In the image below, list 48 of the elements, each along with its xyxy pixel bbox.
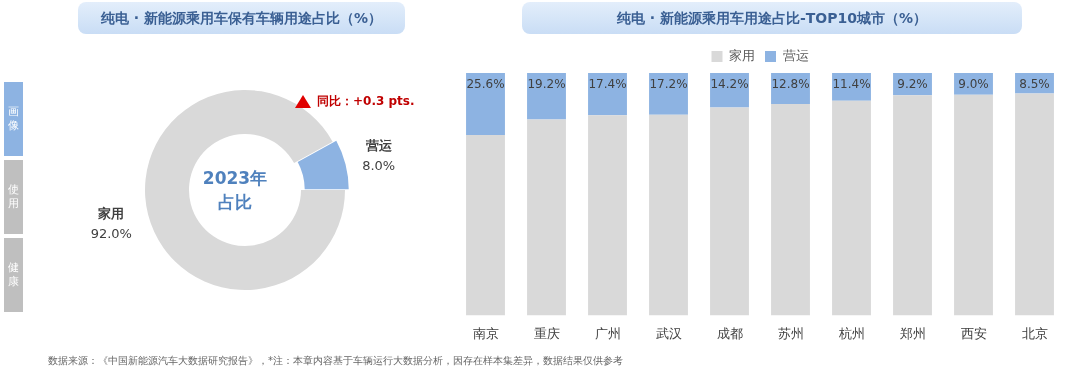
bar — [832, 100, 871, 316]
bar — [466, 73, 505, 136]
data-label: 11.4% — [832, 77, 871, 92]
data-label: 17.4% — [588, 77, 627, 92]
data-label: 17.2% — [649, 77, 688, 92]
data-label: 8.0% — [362, 157, 396, 173]
data-label: 8.5% — [1019, 77, 1050, 92]
slice-label: 营运 — [364, 137, 393, 153]
x-tick-label: 郑州 — [899, 325, 926, 341]
source-note: 数据来源：《中国新能源汽车大数据研究报告》，*注：本章内容基于车辆运行大数据分析，因存在样本集差异，数据结果仅供参考 — [48, 354, 623, 368]
bar — [588, 73, 627, 116]
x-tick-label: 广州 — [594, 325, 621, 341]
text: 健康 — [7, 261, 20, 289]
bar — [710, 107, 749, 316]
legend-label: 家用 — [729, 47, 755, 63]
slice-label: 家用 — [97, 206, 125, 222]
x-tick-label: 成都 — [716, 325, 743, 341]
text: 2023年占比 — [201, 167, 269, 214]
bar — [954, 94, 993, 316]
bar — [1015, 93, 1054, 316]
bar — [527, 119, 566, 316]
bar — [649, 114, 688, 316]
text: 同比：+0.3 pts. — [317, 93, 415, 110]
text: 画像 — [7, 105, 20, 133]
bar — [527, 73, 566, 120]
bar — [466, 135, 505, 316]
text: 使用 — [7, 183, 20, 211]
data-label: 14.2% — [710, 77, 749, 92]
x-tick-label: 南京 — [472, 325, 499, 341]
bar — [893, 95, 932, 316]
data-label: 9.0% — [958, 77, 989, 92]
data-label: 92.0% — [90, 226, 132, 242]
legend-label: 营运 — [782, 47, 809, 63]
x-tick-label: 西安 — [960, 325, 987, 341]
data-label: 19.2% — [527, 77, 566, 92]
x-tick-label: 武汉 — [655, 325, 682, 341]
bar — [649, 73, 688, 115]
data-label: 12.8% — [771, 77, 810, 92]
x-tick-label: 重庆 — [533, 325, 560, 341]
data-label: 9.2% — [897, 77, 928, 92]
bar — [588, 115, 627, 316]
x-tick-label: 杭州 — [837, 325, 865, 341]
x-tick-label: 苏州 — [777, 325, 804, 341]
chart-title: 纯电 · 新能源乘用车保有车辆用途占比（%） — [78, 2, 405, 34]
chart-title: 纯电 · 新能源乘用车用途占比-TOP10城市（%） — [522, 2, 1022, 34]
data-label: 25.6% — [466, 77, 505, 92]
bar — [771, 104, 810, 316]
x-tick-label: 北京 — [1021, 325, 1048, 341]
